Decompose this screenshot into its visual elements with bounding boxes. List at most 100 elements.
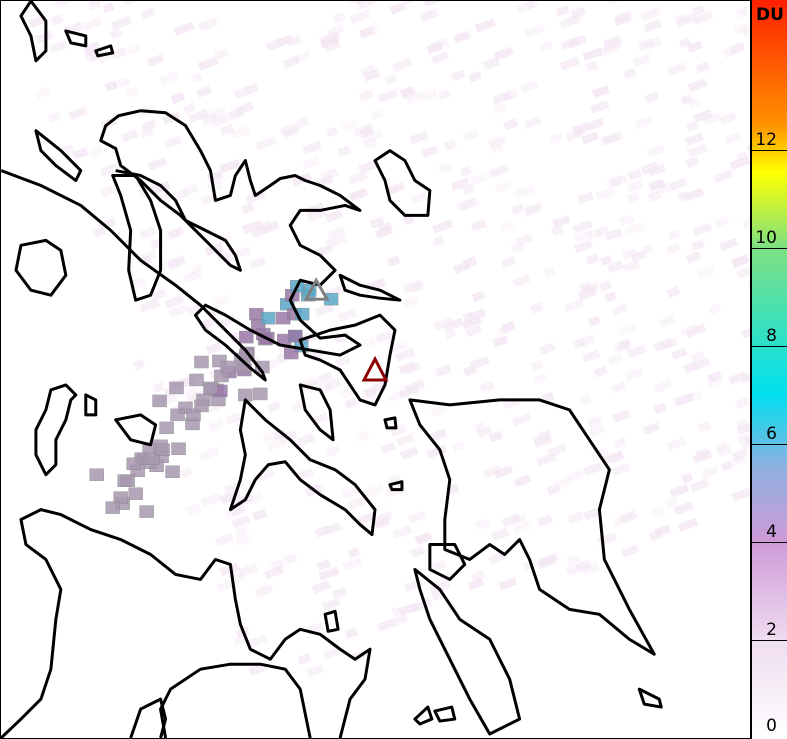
- noise-cell: [714, 215, 730, 228]
- noise-cell: [572, 337, 587, 350]
- noise-cell: [476, 425, 493, 439]
- noise-cell: [577, 191, 595, 205]
- noise-cell: [185, 503, 202, 516]
- noise-cell: [252, 509, 268, 521]
- noise-cell: [181, 183, 199, 197]
- noise-cell: [177, 187, 190, 199]
- noise-cell: [452, 441, 466, 453]
- noise-cell: [159, 70, 180, 85]
- noise-cell: [555, 5, 570, 17]
- noise-cell: [462, 129, 480, 142]
- noise-cell: [598, 43, 619, 58]
- noise-cell: [648, 179, 666, 193]
- noise-cell: [375, 330, 393, 344]
- noise-cell: [520, 80, 539, 94]
- noise-cell: [697, 420, 712, 433]
- noise-cell: [479, 380, 495, 393]
- noise-cell: [205, 342, 222, 355]
- noise-cell: [640, 161, 660, 175]
- noise-cell: [429, 37, 449, 52]
- noise-cell: [189, 262, 203, 275]
- noise-cell: [266, 401, 281, 413]
- noise-cell: [671, 347, 688, 360]
- noise-cell: [664, 497, 679, 509]
- noise-cell: [572, 219, 594, 234]
- noise-cell: [380, 442, 396, 455]
- noise-cell: [637, 37, 655, 51]
- colorbar-tick: [752, 248, 787, 249]
- noise-cell: [685, 323, 707, 338]
- noise-cell: [298, 467, 314, 480]
- coastline: [34, 383, 78, 477]
- noise-cell: [624, 367, 645, 382]
- noise-cell: [374, 225, 394, 239]
- noise-cell: [93, 226, 107, 239]
- colorbar-tick-label: 0: [766, 716, 777, 736]
- coastline: [338, 273, 402, 302]
- noise-cell: [405, 91, 424, 105]
- noise-cell: [400, 87, 417, 100]
- noise-cell: [54, 1, 71, 9]
- noise-cell: [691, 4, 706, 17]
- noise-cell: [347, 547, 361, 559]
- noise-cell: [403, 361, 422, 375]
- noise-cell: [246, 633, 269, 649]
- noise-cell: [322, 647, 340, 661]
- noise-cell: [578, 394, 592, 406]
- noise-cell: [139, 249, 157, 263]
- noise-cell: [552, 214, 571, 229]
- noise-cell: [197, 56, 219, 71]
- plume-cell: [186, 408, 201, 422]
- noise-cell: [223, 482, 240, 495]
- noise-cell: [297, 116, 310, 128]
- noise-cell: [402, 214, 415, 226]
- noise-cell: [666, 286, 681, 298]
- colorbar-tick-label: 6: [766, 424, 777, 444]
- noise-cell: [607, 353, 624, 367]
- noise-cell: [587, 227, 604, 240]
- noise-cell: [491, 142, 504, 154]
- noise-cell: [685, 120, 699, 132]
- noise-cell: [588, 424, 605, 437]
- noise-cell: [100, 184, 117, 198]
- noise-cell: [642, 243, 655, 255]
- noise-cell: [468, 308, 487, 322]
- noise-cell: [362, 129, 384, 144]
- noise-cell: [387, 389, 407, 403]
- noise-cell: [348, 170, 369, 185]
- noise-cell: [319, 31, 341, 46]
- noise-cell: [363, 386, 378, 398]
- coastline: [111, 174, 163, 302]
- noise-cell: [432, 235, 445, 247]
- noise-cell: [386, 255, 401, 268]
- noise-cell: [640, 6, 662, 22]
- noise-cell: [458, 197, 479, 212]
- noise-cell: [677, 517, 699, 532]
- noise-cell: [465, 324, 483, 338]
- plume-cell: [203, 381, 218, 395]
- noise-cell: [28, 15, 46, 29]
- noise-cell: [453, 30, 471, 44]
- noise-cell: [210, 113, 231, 128]
- colorbar-unit-label: DU: [756, 5, 784, 25]
- coastline: [323, 416, 404, 633]
- noise-cell: [214, 532, 235, 547]
- noise-cell: [681, 472, 694, 484]
- noise-cell: [707, 303, 722, 315]
- noise-cell: [432, 219, 454, 234]
- noise-cell: [395, 433, 415, 447]
- noise-cell: [618, 214, 635, 227]
- noise-cell: [190, 72, 204, 84]
- noise-cell: [167, 255, 186, 269]
- noise-cell: [313, 412, 329, 425]
- noise-cell: [389, 339, 409, 354]
- noise-cell: [538, 342, 556, 356]
- colorbar-tick-label: 2: [766, 620, 777, 640]
- noise-cell: [622, 259, 641, 273]
- noise-cell: [511, 412, 532, 427]
- noise-cell: [131, 277, 147, 289]
- noise-cell: [430, 51, 450, 65]
- background-noise: [28, 1, 750, 678]
- noise-cell: [349, 9, 371, 24]
- noise-cell: [600, 132, 619, 146]
